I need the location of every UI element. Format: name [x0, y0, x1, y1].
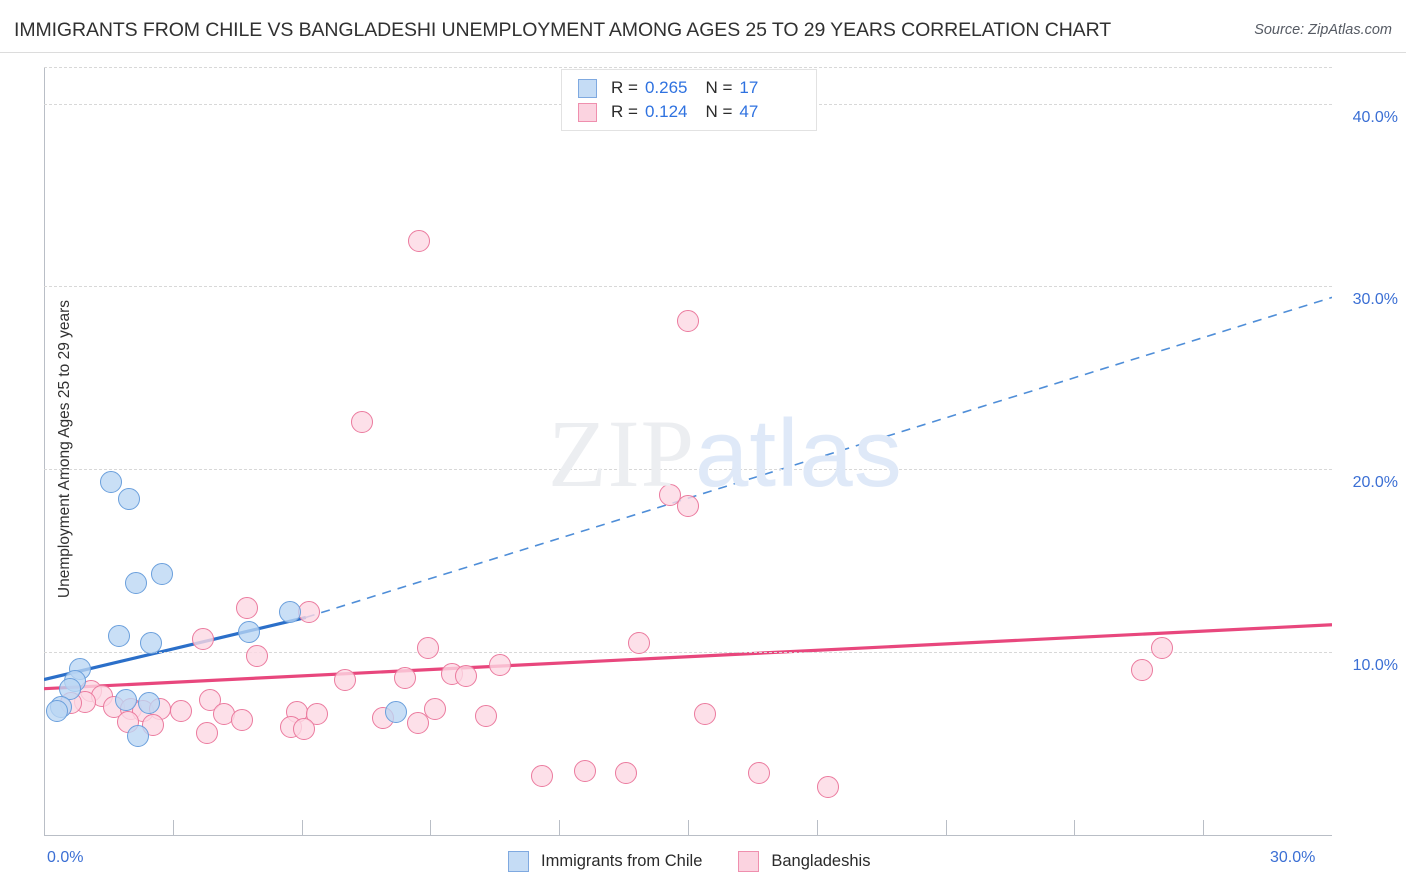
- legend-swatch-chile-icon: [508, 851, 529, 872]
- legend-swatch-bangladeshis-icon: [738, 851, 760, 872]
- x-axis-tick: [688, 820, 689, 835]
- scatter-point[interactable]: [475, 705, 498, 728]
- scatter-point[interactable]: [45, 699, 68, 722]
- scatter-point[interactable]: [351, 410, 374, 433]
- legend-item-bangladeshis[interactable]: Bangladeshis: [738, 851, 870, 872]
- y-axis-tick-label: 30.0%: [1352, 291, 1398, 309]
- x-axis-line: [44, 835, 1332, 836]
- scatter-point[interactable]: [747, 761, 770, 784]
- gridline-y: [44, 286, 1332, 288]
- r-value-chile: 0.265: [644, 78, 688, 97]
- correlation-stats-legend: R = 0.265 N = 17 R = 0.124 N = 47: [561, 69, 817, 131]
- scatter-point[interactable]: [127, 725, 150, 748]
- stat-row-bangladeshis: R = 0.124 N = 47: [578, 100, 758, 124]
- scatter-point[interactable]: [170, 699, 193, 722]
- plot-area: [44, 67, 1332, 835]
- gridline-top: [44, 67, 1332, 68]
- header-divider: [0, 52, 1406, 53]
- scatter-point[interactable]: [394, 666, 417, 689]
- n-value-chile: 17: [739, 78, 759, 97]
- legend-item-chile[interactable]: Immigrants from Chile: [508, 851, 702, 872]
- scatter-point[interactable]: [488, 653, 511, 676]
- scatter-point[interactable]: [416, 637, 439, 660]
- scatter-point[interactable]: [238, 621, 261, 644]
- scatter-point[interactable]: [236, 597, 259, 620]
- n-value-bangladeshis: 47: [739, 102, 759, 121]
- scatter-point[interactable]: [198, 688, 221, 711]
- y-axis-line: [44, 67, 45, 835]
- scatter-point[interactable]: [333, 668, 356, 691]
- legend-label-bangladeshis: Bangladeshis: [771, 852, 871, 870]
- scatter-point[interactable]: [292, 717, 315, 740]
- scatter-point[interactable]: [423, 697, 446, 720]
- x-axis-tick: [1203, 820, 1205, 835]
- r-value-bangladeshis: 0.124: [644, 102, 688, 121]
- scatter-point[interactable]: [1130, 659, 1153, 682]
- x-axis-tick: [559, 820, 561, 835]
- y-axis-tick-label: 10.0%: [1352, 657, 1398, 675]
- x-axis-tick: [172, 820, 174, 835]
- legend-label-chile: Immigrants from Chile: [541, 852, 703, 870]
- scatter-point[interactable]: [99, 471, 122, 494]
- scatter-point[interactable]: [196, 721, 219, 744]
- scatter-point[interactable]: [140, 632, 163, 654]
- swatch-chile-icon: [578, 78, 597, 98]
- gridline-y: [44, 652, 1332, 654]
- scatter-point[interactable]: [108, 624, 131, 647]
- scatter-point[interactable]: [245, 644, 268, 667]
- scatter-point[interactable]: [118, 487, 140, 510]
- scatter-point[interactable]: [454, 664, 477, 687]
- trendline-bangladeshis: [44, 623, 1332, 691]
- page-title: IMMIGRANTS FROM CHILE VS BANGLADESHI UNE…: [14, 19, 1112, 41]
- scatter-point[interactable]: [816, 776, 839, 799]
- x-axis-tick: [816, 820, 818, 835]
- scatter-point[interactable]: [58, 677, 81, 700]
- x-axis-tick: [301, 820, 303, 835]
- scatter-point[interactable]: [658, 483, 681, 506]
- scatter-point[interactable]: [1151, 637, 1174, 660]
- gridline-y: [44, 469, 1332, 471]
- r-label-bangladeshis: R =: [611, 102, 638, 121]
- source-label: Source: ZipAtlas.com: [1254, 22, 1392, 38]
- scatter-point[interactable]: [406, 712, 429, 735]
- scatter-point[interactable]: [677, 310, 699, 333]
- scatter-point[interactable]: [694, 703, 717, 726]
- x-axis-tick: [945, 820, 947, 835]
- r-label-chile: R =: [611, 78, 638, 97]
- scatter-point[interactable]: [125, 571, 148, 594]
- y-axis-tick-label: 20.0%: [1352, 474, 1398, 492]
- x-axis-tick: [430, 820, 432, 835]
- scatter-point[interactable]: [628, 632, 651, 654]
- x-axis-tick-label-min: 0.0%: [47, 849, 84, 866]
- trendline-chile-dashed: [305, 296, 1332, 619]
- scatter-point[interactable]: [151, 562, 174, 585]
- scatter-point[interactable]: [231, 708, 254, 731]
- scatter-point[interactable]: [531, 765, 554, 788]
- scatter-point[interactable]: [573, 760, 596, 782]
- scatter-point[interactable]: [114, 688, 137, 711]
- series-legend: Immigrants from Chile Bangladeshis: [508, 851, 906, 872]
- scatter-point[interactable]: [297, 600, 320, 623]
- scatter-point[interactable]: [279, 600, 302, 623]
- swatch-bangladeshis-icon: [578, 102, 597, 122]
- scatter-point[interactable]: [138, 692, 161, 715]
- x-axis-tick: [1074, 820, 1076, 835]
- scatter-point[interactable]: [191, 628, 214, 651]
- scatter-point[interactable]: [677, 494, 699, 517]
- scatter-point[interactable]: [408, 229, 431, 252]
- y-axis-tick-label: 40.0%: [1352, 108, 1398, 126]
- scatter-point[interactable]: [614, 761, 637, 784]
- n-label-chile: N =: [705, 78, 733, 97]
- n-label-bangladeshis: N =: [705, 102, 733, 121]
- scatter-point[interactable]: [385, 701, 408, 724]
- x-axis-tick-label-max: 30.0%: [1270, 849, 1316, 866]
- stat-row-chile: R = 0.265 N = 17: [578, 76, 758, 100]
